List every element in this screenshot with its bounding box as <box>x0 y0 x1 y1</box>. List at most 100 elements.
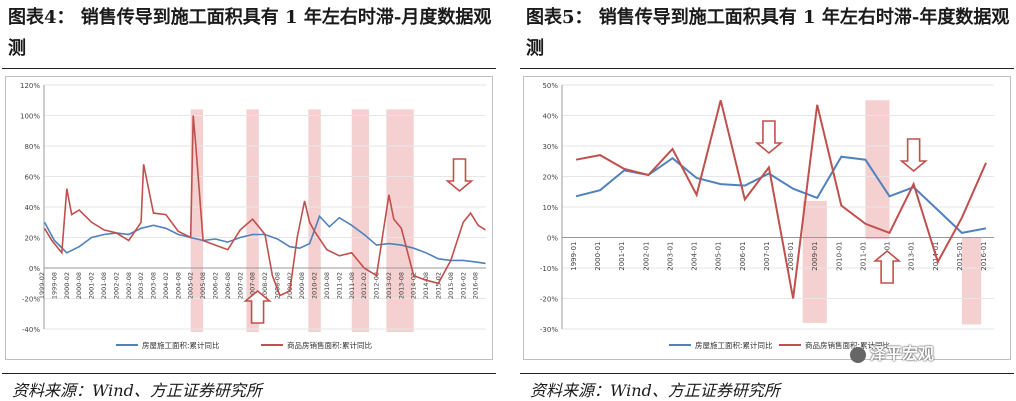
x-tick-label: 2011-08 <box>348 272 356 299</box>
y-tick-label: -10% <box>540 265 558 273</box>
arrow-down-icon <box>445 158 474 193</box>
divider <box>520 68 1014 69</box>
x-tick-label: 2006-02 <box>212 272 220 299</box>
arrow-up-icon <box>243 289 272 324</box>
x-tick-label: 2011-02 <box>335 272 343 299</box>
source-note: 资料来源：Wind、方正证券研究所 <box>12 381 262 400</box>
divider <box>520 373 1014 374</box>
x-tick-label: 2002-02 <box>112 272 120 299</box>
x-tick-label: 2000-08 <box>75 272 83 299</box>
x-tick-label: 2010-02 <box>311 272 319 299</box>
x-tick-label: 2016-08 <box>472 272 480 299</box>
watermark-text: 泽平宏观 <box>870 344 935 363</box>
y-tick-label: 20% <box>24 235 40 243</box>
x-tick-label: 2005-02 <box>187 272 195 299</box>
shaded-period <box>351 109 370 333</box>
x-tick-label: 2010-01 <box>835 242 843 271</box>
x-tick-label: 2001-08 <box>100 272 108 299</box>
x-tick-label: 2007-08 <box>249 272 257 299</box>
legend-label: 房屋施工面积:累计同比 <box>695 340 773 350</box>
panel-title: 图表5： 销售传导到施工面积具有 1 年左右时滞-年度数据观测 <box>526 7 1010 59</box>
y-tick-label: 60% <box>24 174 40 182</box>
shaded-period <box>961 237 982 325</box>
y-tick-label: -20% <box>540 296 558 304</box>
y-tick-label: -20% <box>22 296 40 304</box>
x-tick-label: 2013-01 <box>908 242 916 271</box>
shaded-period <box>308 109 321 333</box>
x-tick-label: 2014-02 <box>410 272 418 299</box>
shaded-period <box>865 100 890 240</box>
x-tick-label: 2007-01 <box>763 241 771 270</box>
x-tick-label: 2003-08 <box>150 272 158 299</box>
x-tick-label: 2008-08 <box>273 272 281 299</box>
x-tick-label: 2006-01 <box>739 242 747 271</box>
chart-panel-monthly: 图表4： 销售传导到施工面积具有 1 年左右时滞-月度数据观测 120% 100%… <box>2 0 498 400</box>
arrow-down-icon <box>899 138 928 173</box>
legend-label: 房屋施工面积:累计同比 <box>142 340 220 350</box>
x-tick-label: 2000-02 <box>63 272 71 299</box>
annual-chart: 50% 40% 30% 20% 10% 0% -10% -20% -30% 1999-01 2000… <box>540 82 994 350</box>
y-tick-label: 0% <box>547 235 558 243</box>
x-tick-label: 2013-02 <box>385 272 393 299</box>
x-tick-label: 2015-01 <box>956 242 964 271</box>
x-tick-label: 2008-02 <box>261 272 269 299</box>
x-tick-label: 2004-02 <box>162 272 170 299</box>
x-tick-label: 2016-01 <box>980 242 988 271</box>
y-tick-label: -40% <box>22 326 40 334</box>
x-tick-label: 1999-01 <box>570 242 578 271</box>
monthly-chart: 120% 100% 80% 60% 40% 20% 0% -20% -40% 1999-02 199… <box>20 82 486 350</box>
x-tick-label: 2016-02 <box>459 272 467 299</box>
x-tick-label: 2003-02 <box>137 272 145 299</box>
y-tick-label: 80% <box>24 143 40 151</box>
series-line-construction <box>43 214 486 265</box>
arrow-down-icon <box>754 120 784 155</box>
x-tick-label: 2009-08 <box>298 272 306 299</box>
wechat-icon <box>850 346 866 363</box>
divider <box>2 373 496 374</box>
legend-label: 商品房销售面积:累计同比 <box>287 340 373 350</box>
shaded-period <box>386 109 414 333</box>
y-tick-label: 40% <box>24 204 40 212</box>
y-tick-label: 120% <box>20 82 40 90</box>
series-line-sales <box>43 115 486 297</box>
arrow-up-icon <box>872 249 902 284</box>
y-tick-label: 10% <box>542 204 558 212</box>
x-tick-label: 2004-01 <box>691 242 699 271</box>
x-tick-label: 2004-08 <box>174 272 182 299</box>
x-tick-label: 2003-01 <box>666 242 674 271</box>
x-tick-label: 2014-08 <box>422 272 430 299</box>
x-tick-label: 2006-08 <box>224 272 232 299</box>
x-tick-label: 2013-08 <box>397 272 405 299</box>
x-tick-label: 2002-08 <box>125 272 133 299</box>
x-tick-label: 2012-08 <box>373 272 381 299</box>
panel-title: 图表4： 销售传导到施工面积具有 1 年左右时滞-月度数据观测 <box>8 7 492 59</box>
watermark: 泽平宏观 <box>850 340 934 364</box>
y-tick-label: 50% <box>542 82 558 90</box>
shaded-period <box>802 200 827 323</box>
y-tick-label: 30% <box>542 143 558 151</box>
series-line-sales <box>575 100 987 299</box>
x-tick-label: 1999-08 <box>50 272 58 299</box>
x-tick-label: 2001-02 <box>88 272 96 299</box>
chart-frame: 120% 100% 80% 60% 40% 20% 0% -20% -40% 1999-02 199… <box>5 76 493 360</box>
chart-frame: 50% 40% 30% 20% 10% 0% -10% -20% -30% 1999-01 2000… <box>523 76 1011 360</box>
x-tick-label: 2002-01 <box>642 242 650 271</box>
shaded-period <box>190 109 204 333</box>
x-tick-label: 2010-08 <box>323 272 331 299</box>
y-tick-label: 0% <box>29 265 40 273</box>
x-tick-label: 2005-01 <box>715 242 723 271</box>
x-tick-label: 2011-01 <box>859 242 867 271</box>
legend-label: 商品房销售面积:累计同比 <box>805 340 891 350</box>
chart-panel-annual: 图表5： 销售传导到施工面积具有 1 年左右时滞-年度数据观测 50% 40% 30… <box>520 0 1016 400</box>
x-tick-label: 2015-02 <box>434 272 442 299</box>
shaded-period <box>246 109 259 333</box>
y-tick-label: 40% <box>542 113 558 121</box>
source-note: 资料来源：Wind、方正证券研究所 <box>530 381 780 400</box>
x-tick-label: 1999-02 <box>38 272 46 299</box>
x-tick-label: 2012-02 <box>360 272 368 299</box>
x-tick-label: 2015-08 <box>447 272 455 299</box>
x-tick-label: 2007-02 <box>236 272 244 299</box>
x-tick-label: 2008-01 <box>787 242 795 271</box>
y-tick-label: 100% <box>20 113 40 121</box>
x-tick-label: 2000-01 <box>594 242 602 271</box>
